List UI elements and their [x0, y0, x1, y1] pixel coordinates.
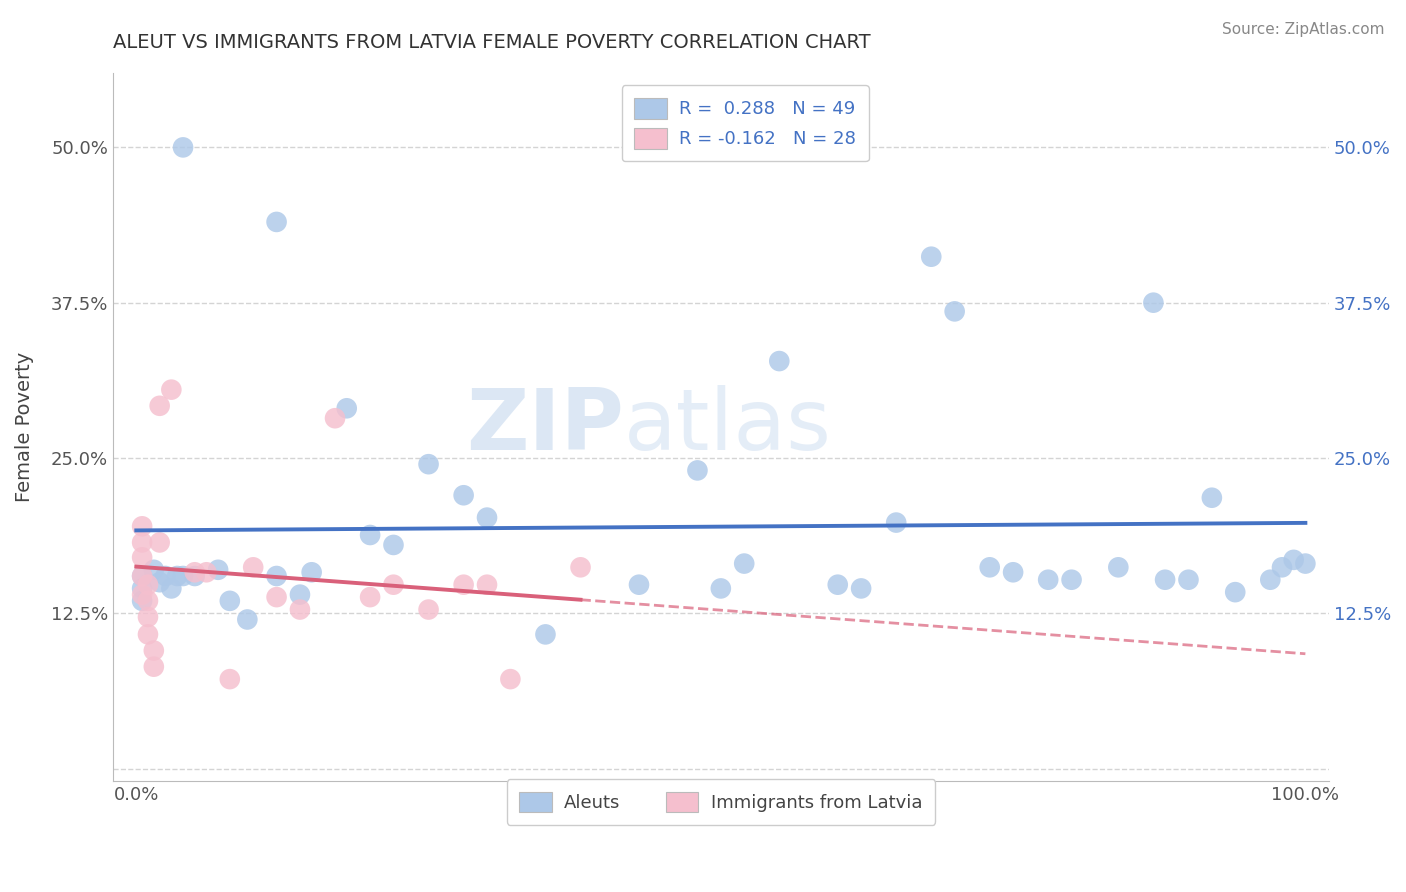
- Point: [827, 577, 849, 591]
- Point: [1142, 295, 1164, 310]
- Point: [136, 610, 159, 624]
- Point: [382, 538, 405, 552]
- Point: [1271, 560, 1294, 574]
- Point: [266, 215, 288, 229]
- Point: [359, 590, 381, 604]
- Point: [1060, 573, 1083, 587]
- Point: [569, 560, 592, 574]
- Point: [166, 569, 188, 583]
- Point: [131, 550, 153, 565]
- Point: [136, 627, 159, 641]
- Point: [1225, 585, 1247, 599]
- Point: [218, 672, 240, 686]
- Point: [149, 575, 172, 590]
- Point: [1282, 553, 1305, 567]
- Point: [288, 602, 311, 616]
- Point: [1107, 560, 1129, 574]
- Text: ZIP: ZIP: [465, 385, 624, 468]
- Point: [184, 569, 207, 583]
- Y-axis label: Female Poverty: Female Poverty: [15, 351, 34, 502]
- Point: [160, 383, 183, 397]
- Point: [336, 401, 359, 416]
- Text: Source: ZipAtlas.com: Source: ZipAtlas.com: [1222, 22, 1385, 37]
- Text: ALEUT VS IMMIGRANTS FROM LATVIA FEMALE POVERTY CORRELATION CHART: ALEUT VS IMMIGRANTS FROM LATVIA FEMALE P…: [112, 33, 870, 52]
- Point: [1258, 573, 1281, 587]
- Point: [266, 590, 288, 604]
- Point: [979, 560, 1001, 574]
- Point: [131, 594, 153, 608]
- Point: [1294, 557, 1316, 571]
- Point: [849, 582, 872, 596]
- Point: [884, 516, 907, 530]
- Point: [149, 399, 172, 413]
- Point: [266, 569, 288, 583]
- Point: [149, 535, 172, 549]
- Point: [323, 411, 346, 425]
- Point: [359, 528, 381, 542]
- Point: [920, 250, 942, 264]
- Point: [627, 577, 650, 591]
- Point: [686, 463, 709, 477]
- Point: [160, 582, 183, 596]
- Point: [453, 577, 475, 591]
- Point: [1154, 573, 1177, 587]
- Point: [236, 612, 259, 626]
- Point: [218, 594, 240, 608]
- Point: [768, 354, 790, 368]
- Point: [155, 569, 177, 583]
- Point: [131, 582, 153, 596]
- Point: [1002, 566, 1025, 580]
- Point: [172, 569, 194, 583]
- Point: [142, 643, 165, 657]
- Point: [142, 659, 165, 673]
- Point: [475, 577, 498, 591]
- Point: [131, 519, 153, 533]
- Point: [242, 560, 264, 574]
- Point: [943, 304, 966, 318]
- Point: [136, 594, 159, 608]
- Point: [142, 563, 165, 577]
- Point: [172, 140, 194, 154]
- Point: [733, 557, 755, 571]
- Point: [301, 566, 323, 580]
- Point: [418, 457, 440, 471]
- Point: [136, 577, 159, 591]
- Point: [288, 588, 311, 602]
- Point: [131, 535, 153, 549]
- Point: [131, 569, 153, 583]
- Point: [534, 627, 557, 641]
- Point: [1177, 573, 1199, 587]
- Point: [131, 569, 153, 583]
- Point: [131, 588, 153, 602]
- Point: [1201, 491, 1223, 505]
- Point: [710, 582, 733, 596]
- Point: [184, 566, 207, 580]
- Point: [195, 566, 218, 580]
- Point: [1038, 573, 1060, 587]
- Point: [475, 510, 498, 524]
- Point: [418, 602, 440, 616]
- Point: [453, 488, 475, 502]
- Point: [207, 563, 229, 577]
- Legend: Aleuts, Immigrants from Latvia: Aleuts, Immigrants from Latvia: [506, 779, 935, 825]
- Point: [382, 577, 405, 591]
- Text: atlas: atlas: [624, 385, 831, 468]
- Point: [499, 672, 522, 686]
